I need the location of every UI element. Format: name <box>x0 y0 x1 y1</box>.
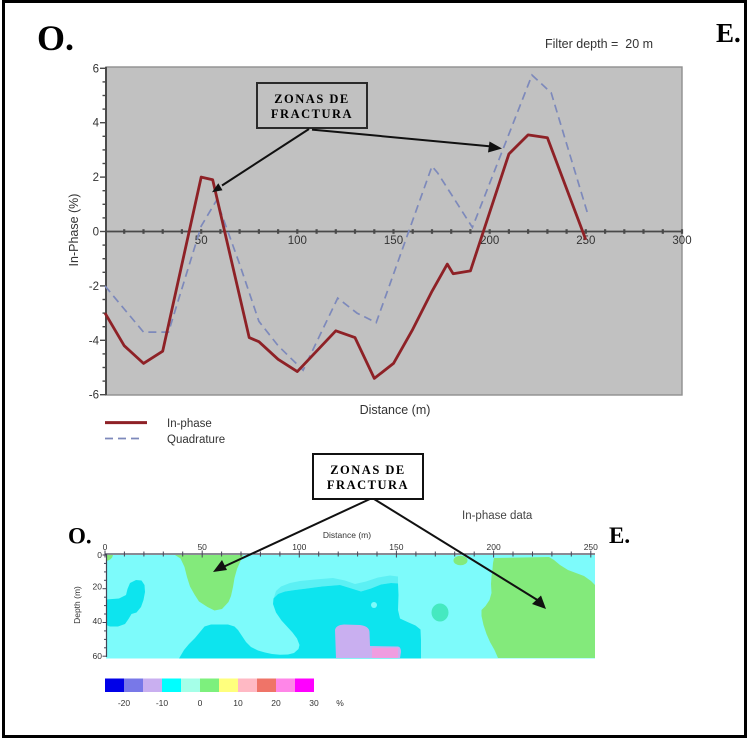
svg-text:200: 200 <box>487 542 501 552</box>
svg-text:10: 10 <box>233 698 243 708</box>
svg-text:FRACTURA: FRACTURA <box>327 478 409 492</box>
svg-text:-2: -2 <box>89 281 99 293</box>
svg-text:-10: -10 <box>156 698 169 708</box>
svg-text:Distance (m): Distance (m) <box>323 530 371 540</box>
svg-text:0: 0 <box>198 698 203 708</box>
svg-text:300: 300 <box>672 235 691 247</box>
svg-text:0: 0 <box>103 542 108 552</box>
svg-text:O.: O. <box>68 524 92 549</box>
svg-text:0: 0 <box>97 550 102 560</box>
svg-text:0: 0 <box>93 227 99 239</box>
svg-text:%: % <box>336 698 344 708</box>
svg-text:100: 100 <box>288 235 307 247</box>
svg-text:200: 200 <box>480 235 499 247</box>
svg-text:FRACTURA: FRACTURA <box>271 107 353 121</box>
svg-text:60: 60 <box>93 651 103 661</box>
svg-text:2: 2 <box>93 172 99 184</box>
svg-text:-4: -4 <box>89 335 100 347</box>
svg-text:In-phase data: In-phase data <box>462 510 533 522</box>
svg-text:E.: E. <box>716 18 741 48</box>
svg-text:Depth (m): Depth (m) <box>72 586 82 624</box>
svg-text:50: 50 <box>197 542 207 552</box>
svg-text:100: 100 <box>292 542 306 552</box>
svg-text:Distance (m): Distance (m) <box>360 403 431 417</box>
svg-text:In-Phase (%): In-Phase (%) <box>67 194 81 267</box>
svg-text:-6: -6 <box>89 390 99 402</box>
svg-text:150: 150 <box>389 542 403 552</box>
svg-text:In-phase: In-phase <box>167 418 212 430</box>
svg-text:Filter depth = 20 m: Filter depth = 20 m <box>545 37 653 51</box>
svg-text:E.: E. <box>609 523 630 548</box>
svg-text:ZONAS DE: ZONAS DE <box>330 463 406 477</box>
svg-text:30: 30 <box>309 698 319 708</box>
svg-text:20: 20 <box>271 698 281 708</box>
svg-text:ZONAS DE: ZONAS DE <box>274 92 350 106</box>
svg-text:O.: O. <box>37 18 74 58</box>
svg-text:40: 40 <box>93 616 103 626</box>
svg-text:150: 150 <box>384 235 403 247</box>
svg-text:6: 6 <box>93 63 99 75</box>
svg-text:4: 4 <box>93 118 100 130</box>
svg-text:Quadrature: Quadrature <box>167 434 225 446</box>
svg-text:50: 50 <box>195 235 208 247</box>
svg-text:20: 20 <box>93 581 103 591</box>
svg-text:250: 250 <box>576 235 595 247</box>
svg-text:250: 250 <box>584 542 598 552</box>
svg-text:-20: -20 <box>118 698 131 708</box>
